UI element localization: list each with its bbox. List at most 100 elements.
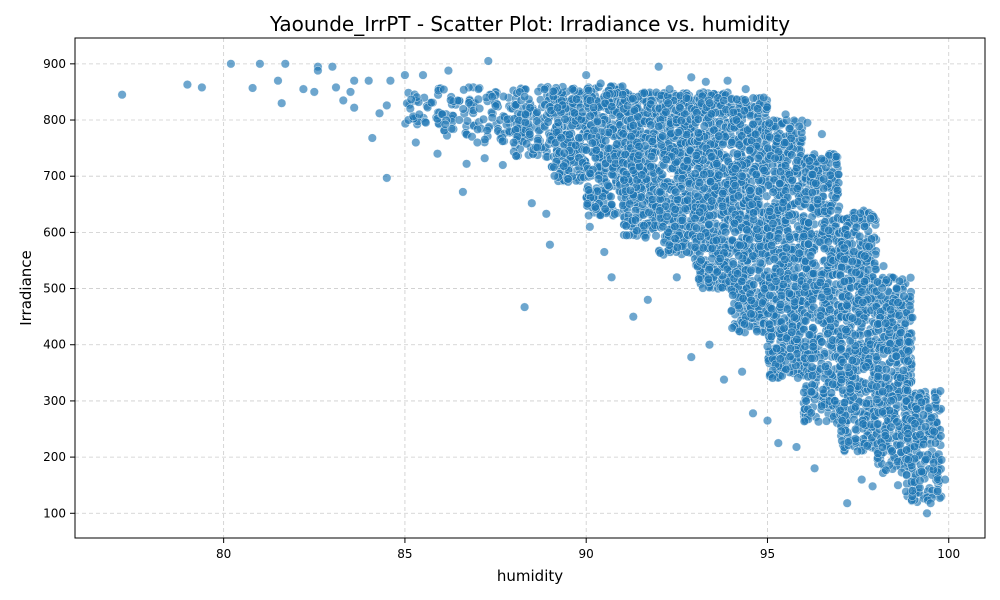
data-point	[592, 186, 603, 196]
data-point	[850, 330, 860, 340]
data-point	[881, 364, 891, 374]
data-point	[892, 283, 902, 293]
data-point	[482, 125, 492, 135]
data-point	[625, 199, 635, 209]
data-point	[602, 90, 612, 100]
data-point	[406, 94, 416, 104]
data-point	[693, 114, 703, 124]
data-point	[762, 341, 773, 352]
data-point	[801, 316, 811, 326]
data-point	[779, 323, 789, 333]
data-point	[618, 129, 628, 139]
data-point	[772, 343, 782, 354]
data-point	[759, 165, 769, 175]
data-point	[520, 109, 530, 119]
data-point	[670, 221, 680, 232]
data-point	[817, 401, 827, 411]
data-points	[117, 56, 950, 518]
data-point	[712, 267, 722, 277]
data-point	[671, 187, 681, 197]
data-point	[751, 129, 761, 139]
data-point	[826, 388, 836, 398]
data-point	[732, 149, 742, 159]
data-point	[891, 351, 901, 361]
data-point	[805, 251, 816, 261]
data-point	[664, 240, 674, 250]
data-point	[473, 124, 483, 134]
data-point	[719, 96, 729, 106]
data-point	[858, 419, 868, 429]
data-point	[806, 408, 816, 418]
data-point	[823, 328, 833, 339]
data-point	[751, 169, 761, 180]
data-point	[883, 345, 893, 356]
data-point	[548, 86, 558, 96]
data-point	[839, 276, 850, 286]
data-point	[676, 116, 686, 126]
data-point	[886, 422, 896, 432]
data-point	[646, 162, 656, 172]
data-point	[844, 291, 854, 301]
data-point	[730, 181, 740, 191]
data-point	[706, 177, 716, 187]
data-point	[730, 164, 740, 174]
data-point	[662, 211, 672, 222]
data-point	[813, 195, 823, 205]
data-point	[532, 116, 542, 126]
data-point	[866, 213, 876, 223]
data-point	[464, 98, 474, 108]
data-point	[820, 362, 830, 372]
data-point	[699, 169, 709, 179]
data-point	[607, 102, 617, 112]
data-point	[801, 194, 811, 204]
data-point	[587, 138, 597, 148]
data-point	[830, 396, 840, 406]
data-point	[845, 384, 855, 394]
data-point	[807, 362, 817, 372]
data-point	[872, 419, 882, 429]
data-point	[707, 243, 717, 253]
data-point	[569, 108, 579, 118]
data-point	[632, 226, 642, 236]
data-point	[817, 337, 827, 347]
data-point	[898, 365, 908, 376]
data-point	[590, 153, 600, 163]
data-point	[646, 120, 656, 130]
data-point	[861, 362, 871, 372]
data-point	[740, 319, 750, 329]
data-point	[690, 169, 700, 179]
data-point	[746, 295, 756, 305]
data-point	[682, 156, 693, 166]
data-point	[835, 405, 845, 415]
data-point	[478, 114, 489, 124]
data-point	[567, 84, 577, 94]
data-point	[851, 424, 861, 434]
data-point	[705, 98, 715, 108]
data-point	[784, 232, 794, 242]
data-point	[628, 120, 638, 130]
data-point	[698, 283, 708, 293]
data-point	[520, 92, 530, 102]
data-point	[906, 273, 916, 283]
data-point	[732, 269, 743, 279]
data-point	[871, 264, 881, 274]
data-point	[603, 180, 613, 190]
data-point	[862, 441, 872, 451]
data-point	[447, 124, 457, 134]
data-point	[737, 171, 747, 181]
data-point	[839, 398, 850, 408]
data-point	[753, 104, 763, 114]
data-point	[843, 362, 853, 372]
data-point	[498, 136, 508, 146]
data-point	[564, 130, 574, 140]
data-point	[877, 407, 887, 417]
data-point	[426, 98, 436, 108]
data-point	[655, 248, 665, 258]
data-point	[804, 218, 814, 228]
data-point	[746, 309, 756, 319]
data-point	[744, 145, 755, 155]
data-point	[794, 121, 804, 131]
data-point	[414, 109, 424, 119]
data-point	[873, 319, 883, 329]
data-point	[683, 195, 693, 205]
